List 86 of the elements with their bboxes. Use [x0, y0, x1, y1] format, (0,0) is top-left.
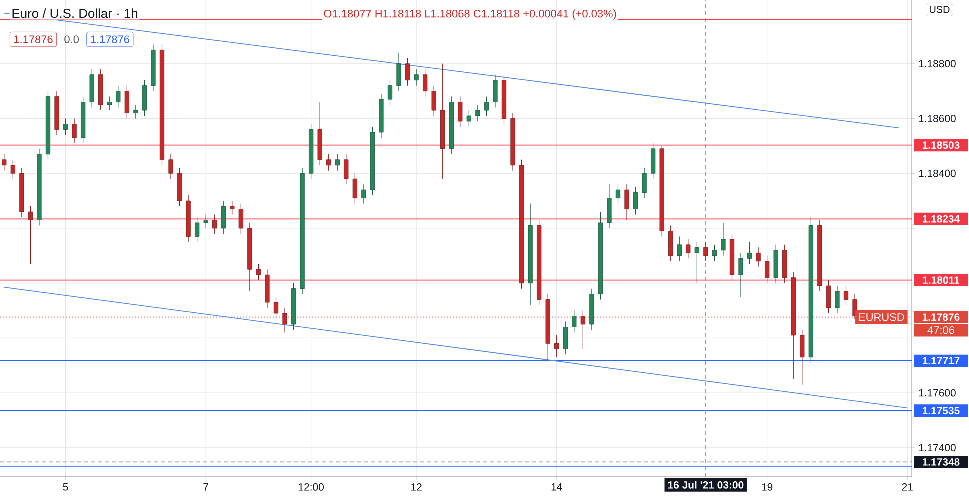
x-tick-label: 14 — [552, 484, 562, 491]
x-tick-label: 21 — [902, 484, 913, 491]
candlestick — [554, 335, 560, 358]
candlestick — [168, 154, 174, 180]
candlestick — [580, 310, 586, 350]
candlestick — [405, 58, 410, 86]
candlestick — [458, 96, 463, 128]
candlestick — [107, 96, 112, 111]
candlestick — [432, 86, 436, 116]
candlestick — [414, 69, 419, 86]
candlestick — [212, 214, 218, 234]
x-tick-label: 19 — [762, 484, 773, 491]
candlestick — [238, 203, 244, 234]
ref-line-label: 1.17535 — [922, 407, 960, 415]
ref-line-label: 1.17717 — [922, 357, 960, 365]
candlestick — [335, 154, 340, 172]
y-tick-label: 1.18800 — [919, 60, 956, 68]
candlestick — [747, 242, 752, 264]
candlestick — [274, 296, 279, 320]
x-tick-label: 7 — [204, 484, 208, 491]
y-tick-label: 1.17600 — [919, 389, 956, 397]
candlestick — [344, 154, 349, 185]
candlestick — [2, 154, 7, 172]
ref-line-label: 1.18011 — [923, 276, 960, 284]
candlestick — [765, 256, 770, 284]
candlestick — [852, 294, 858, 320]
candlestick — [466, 110, 472, 128]
candlestick — [282, 308, 288, 334]
annotation: 0.0 — [64, 36, 80, 44]
y-tick-label: 1.17400 — [919, 444, 956, 452]
ref-line-label: 1.18234 — [922, 215, 960, 223]
candlestick — [624, 184, 630, 221]
candlestick — [826, 280, 832, 314]
ref-line-label: 1.17348 — [922, 458, 960, 466]
candlestick — [10, 160, 16, 180]
candlestick — [616, 184, 621, 204]
x-tick-label: 16 Jul '21 03:00 — [668, 481, 744, 489]
candlestick — [493, 74, 498, 108]
candlestick — [484, 96, 490, 116]
x-tick-label: 12:00 — [299, 484, 324, 491]
text: 47:06 — [928, 326, 954, 334]
y-tick-label: 1.18600 — [919, 115, 956, 122]
ref-line-label: 1.17876 — [922, 314, 960, 322]
y-tick-label: 1.18400 — [919, 170, 956, 178]
candlestick — [63, 118, 68, 136]
candlestick — [221, 200, 226, 234]
candlestick — [800, 330, 805, 386]
candlestick — [124, 86, 130, 120]
candlestick — [844, 286, 849, 306]
text: USD — [930, 6, 950, 14]
candlestick — [204, 214, 208, 229]
candlestick — [116, 86, 121, 108]
candlestick — [563, 321, 568, 355]
candlestick — [835, 286, 840, 314]
candlestick — [195, 217, 200, 242]
x-tick-label: 5 — [63, 484, 68, 491]
text: Euro / U.S. Dollar · 1h — [12, 8, 138, 18]
candlestick — [72, 118, 77, 144]
candlestick — [423, 69, 428, 98]
candlestick — [704, 242, 708, 262]
candlestick — [686, 239, 691, 259]
candlestick — [476, 104, 480, 122]
candlestick — [28, 206, 34, 264]
annotation: 1.17876 — [91, 36, 130, 44]
candlestick — [396, 52, 402, 92]
candlestick — [738, 252, 744, 298]
candlestick — [326, 154, 332, 172]
ref-line-label: 1.18503 — [922, 142, 960, 150]
candlestick — [388, 80, 393, 106]
x-tick-label: 12 — [412, 484, 422, 491]
candlestick — [134, 104, 138, 120]
candlestick — [721, 222, 726, 256]
text: O1.18077 H1.18118 L1.18068 C1.18118 +0.00041 (+0.03%) — [324, 10, 616, 20]
candlestick — [642, 168, 647, 199]
candlestick — [756, 247, 761, 268]
candlestick — [230, 200, 235, 216]
candlestick — [362, 184, 366, 204]
annotation: EURUSD — [859, 313, 904, 322]
candlestick — [677, 236, 682, 262]
annotation: 1.17876 — [14, 36, 53, 44]
candlestick — [256, 264, 262, 281]
candlestick — [694, 242, 700, 284]
candlestick — [633, 187, 638, 216]
candlestick — [572, 310, 577, 334]
candlestick — [712, 244, 718, 262]
candlestick — [352, 173, 358, 204]
